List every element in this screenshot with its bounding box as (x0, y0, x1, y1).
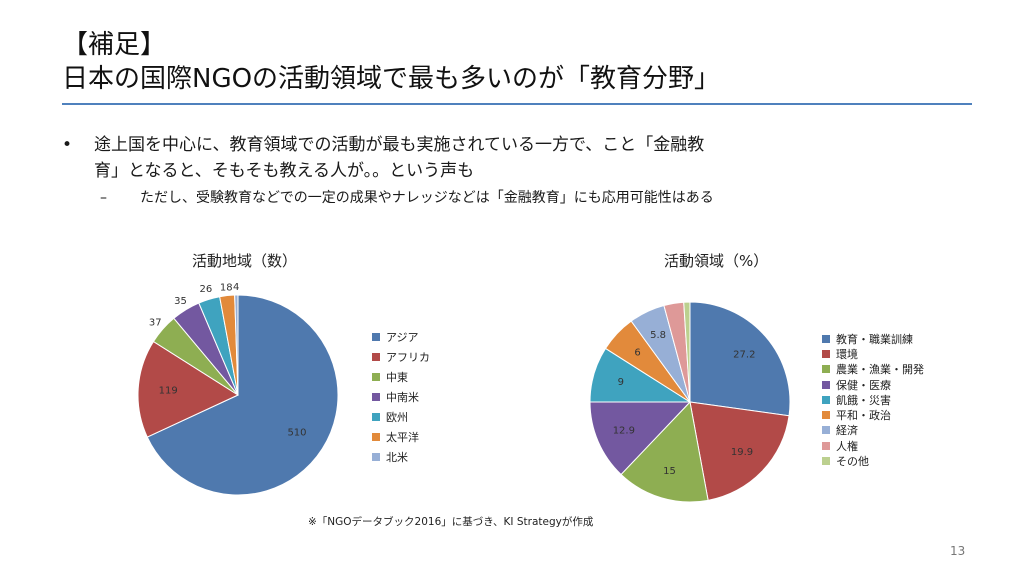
chart-1-legend-item-0: アジア (372, 327, 430, 347)
chart-1-slice-0 (146, 294, 339, 496)
chart-2-legend-swatch-4 (822, 395, 830, 404)
bullet-list: • 途上国を中心に、教育領域での活動が最も実施されている一方で、こと「金融教 育… (62, 132, 962, 208)
sub-bullet-text: ただし、受験教育などでの一定の成果やナレッジなどは「金融教育」にも応用可能性はあ… (140, 190, 714, 206)
chart-1-data-label-0: 510 (287, 428, 306, 439)
chart-1-legend-swatch-4 (372, 413, 380, 421)
chart-2-legend-item-7: 人権 (822, 438, 924, 453)
chart-1-legend-item-4: 欧州 (372, 407, 430, 427)
chart-2-legend-swatch-1 (822, 349, 830, 358)
chart-2-legend-item-0: 教育・職業訓練 (822, 331, 924, 346)
page-number: 13 (950, 544, 966, 558)
chart-2-legend-item-6: 経済 (822, 423, 924, 438)
chart-1-legend-swatch-1 (372, 353, 380, 361)
chart-1-legend-item-6: 北米 (372, 447, 430, 467)
chart-1-data-label-6: 4 (233, 282, 239, 293)
sub-bullet-marker: – (100, 190, 107, 206)
bullet-text-line-2: 育」となると、そもそも教える人が。。という声も (94, 161, 475, 181)
chart-1-legend-swatch-6 (372, 453, 380, 461)
chart-2-data-label-0: 27.2 (733, 350, 755, 361)
bullet-marker: • (62, 135, 73, 155)
chart-2-title: 活動領域（%） (664, 252, 769, 270)
chart-2-legend-label-0: 教育・職業訓練 (836, 332, 913, 346)
chart-2-pie: 27.2 19.9 15 12.9 9 6 5.8 (589, 301, 791, 503)
sub-bullet-item: – ただし、受験教育などでの一定の成果やナレッジなどは「金融教育」にも応用可能性… (62, 188, 962, 208)
chart-2-legend-label-4: 飢餓・災害 (836, 393, 891, 407)
chart-2-legend-label-8: その他 (836, 455, 869, 469)
chart-1-data-label-5: 18 (220, 283, 233, 294)
chart-1-legend-item-1: アフリカ (372, 347, 430, 367)
chart-2-legend-swatch-6 (822, 426, 830, 435)
chart-2-legend-label-6: 経済 (836, 424, 858, 438)
chart-1-legend-label-0: アジア (386, 331, 419, 344)
chart-2-legend-swatch-8 (822, 457, 830, 466)
chart-2-legend-swatch-7 (822, 441, 830, 450)
bullet-text-line-1: 途上国を中心に、教育領域での活動が最も実施されている一方で、こと「金融教 (94, 135, 705, 155)
source-footnote: ※「NGOデータブック2016」に基づき、KI Strategyが作成 (308, 516, 594, 528)
chart-2-legend-item-1: 環境 (822, 346, 924, 361)
chart-2-slice-3 (589, 401, 692, 476)
title-line-2: 日本の国際NGOの活動領域で最も多いのが「教育分野」 (62, 64, 721, 94)
bullet-item: • 途上国を中心に、教育領域での活動が最も実施されている一方で、こと「金融教 育… (62, 132, 962, 184)
chart-2-legend-label-5: 平和・政治 (836, 409, 891, 423)
chart-2-slice-1 (689, 401, 790, 501)
chart-2-data-label-3: 12.9 (613, 425, 635, 436)
chart-1-legend: アジアアフリカ中東中南米欧州太平洋北米 (372, 327, 430, 467)
chart-1-legend-item-2: 中東 (372, 367, 430, 387)
chart-1-legend-swatch-0 (372, 333, 380, 341)
chart-2-legend-item-8: その他 (822, 453, 924, 468)
chart-1-legend-item-3: 中南米 (372, 387, 430, 407)
chart-2-slice-8 (683, 301, 691, 403)
chart-2-data-label-1: 19.9 (731, 447, 753, 458)
chart-1-data-label-2: 37 (149, 318, 162, 329)
chart-2-legend-label-2: 農業・漁業・開発 (836, 363, 924, 377)
chart-1-legend-swatch-3 (372, 393, 380, 401)
chart-2-slice-2 (620, 400, 709, 503)
chart-2-legend-swatch-0 (822, 334, 830, 343)
chart-1-title: 活動地域（数） (192, 252, 298, 270)
chart-2-legend-item-5: 平和・政治 (822, 407, 924, 422)
chart-2-legend-label-3: 保健・医療 (836, 378, 891, 392)
title-line-1: 【補足】 (62, 30, 167, 60)
chart-1-slice-1 (137, 340, 240, 438)
chart-1-legend-label-6: 北米 (386, 451, 408, 464)
chart-1-slice-6 (234, 294, 239, 396)
chart-2-legend: 教育・職業訓練 環境農業・漁業・開発 保健・医療 飢餓・災害平和・政治 経済 人権その他 (822, 331, 924, 469)
chart-2-slice-0 (689, 301, 791, 417)
chart-2-legend-item-4: 飢餓・災害 (822, 392, 924, 407)
chart-2-legend-item-2: 農業・漁業・開発 (822, 362, 924, 377)
chart-1-legend-item-5: 太平洋 (372, 427, 430, 447)
chart-2-data-label-5: 6 (634, 348, 640, 359)
chart-1-data-label-4: 26 (200, 284, 213, 295)
chart-1-legend-label-2: 中東 (386, 371, 408, 384)
chart-1-legend-label-5: 太平洋 (386, 431, 419, 444)
chart-2-legend-swatch-5 (822, 411, 830, 420)
chart-2-data-label-6: 5.8 (650, 330, 666, 341)
chart-1-data-label-3: 35 (174, 296, 187, 307)
chart-1-legend-label-1: アフリカ (386, 351, 430, 364)
chart-1-legend-swatch-5 (372, 433, 380, 441)
chart-1-pie: 510 119 37 35 26 18 4 (137, 282, 339, 496)
chart-2-legend-item-3: 保健・医療 (822, 377, 924, 392)
chart-1-legend-label-4: 欧州 (386, 411, 408, 424)
title-divider (62, 103, 972, 105)
slide-title: 【補足】 日本の国際NGOの活動領域で最も多いのが「教育分野」 (62, 28, 720, 96)
chart-2-legend-label-1: 環境 (836, 347, 858, 361)
chart-1-legend-swatch-2 (372, 373, 380, 381)
chart-2-data-label-2: 15 (663, 466, 676, 477)
chart-2-legend-label-7: 人権 (836, 439, 858, 453)
chart-1-legend-label-3: 中南米 (386, 391, 419, 404)
chart-2-legend-swatch-2 (822, 365, 830, 374)
chart-2-legend-swatch-3 (822, 380, 830, 389)
chart-1-data-label-1: 119 (159, 385, 178, 396)
chart-2-data-label-4: 9 (618, 377, 624, 388)
